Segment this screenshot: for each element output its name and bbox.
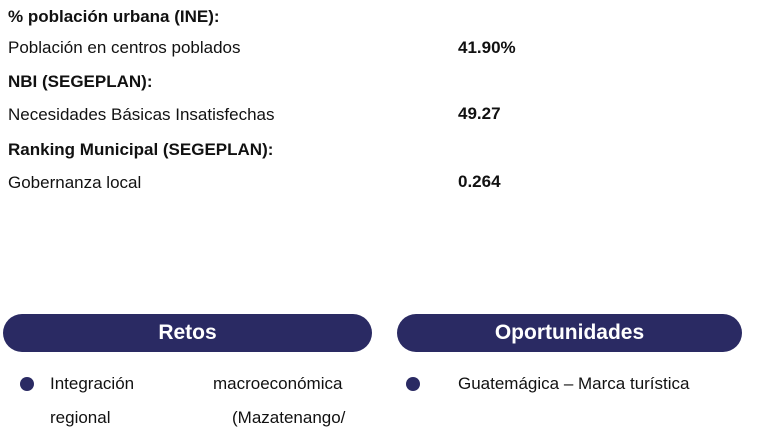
urban-population-value: 41.90%: [458, 38, 516, 57]
retos-item-line1-left: Integración: [50, 374, 135, 393]
oportunidades-item: Guatemágica – Marca turística: [458, 374, 690, 393]
nbi-value: 49.27: [458, 104, 501, 123]
retos-bullet-icon: [20, 377, 34, 391]
ranking-value: 0.264: [458, 172, 501, 191]
nbi-label: Necesidades Básicas Insatisfechas: [8, 105, 275, 124]
retos-heading: Retos: [3, 314, 372, 352]
ranking-header: Ranking Municipal (SEGEPLAN):: [8, 140, 274, 159]
retos-item-line1-right: macroeconómica: [213, 374, 343, 393]
ranking-label: Gobernanza local: [8, 173, 142, 192]
retos-item-line2-right: (Mazatenango/: [232, 408, 346, 427]
retos-item-line2-left: regional: [50, 408, 111, 427]
oportunidades-heading: Oportunidades: [397, 314, 742, 352]
urban-population-label: Población en centros poblados: [8, 38, 241, 57]
urban-population-header: % población urbana (INE):: [8, 7, 220, 26]
nbi-header: NBI (SEGEPLAN):: [8, 72, 153, 91]
oportunidades-bullet-icon: [406, 377, 420, 391]
